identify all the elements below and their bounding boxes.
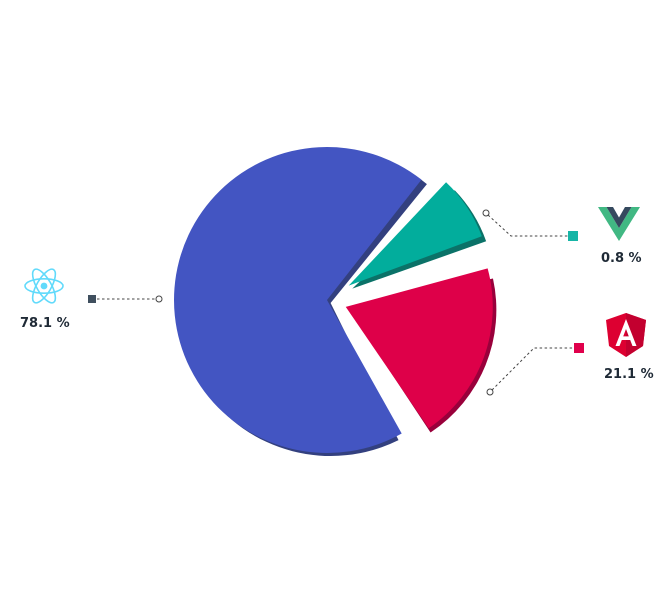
legend-marker-vue	[568, 231, 578, 241]
label-vue-percent: 0.8 %	[601, 251, 642, 266]
slice-angular	[345, 268, 493, 429]
leader-line-react	[88, 295, 163, 303]
slice-vue	[348, 182, 482, 286]
legend-marker-angular	[574, 343, 584, 353]
slice-react	[174, 147, 422, 454]
leader-line-vue	[482, 209, 578, 241]
legend-marker-react	[88, 295, 96, 303]
react-icon	[24, 268, 64, 304]
label-angular-percent: 21.1 %	[604, 367, 654, 382]
label-react-percent: 78.1 %	[20, 316, 70, 331]
angular-icon	[606, 313, 646, 357]
vue-icon	[598, 207, 640, 241]
slices	[174, 147, 493, 454]
leader-line-angular	[486, 343, 584, 396]
